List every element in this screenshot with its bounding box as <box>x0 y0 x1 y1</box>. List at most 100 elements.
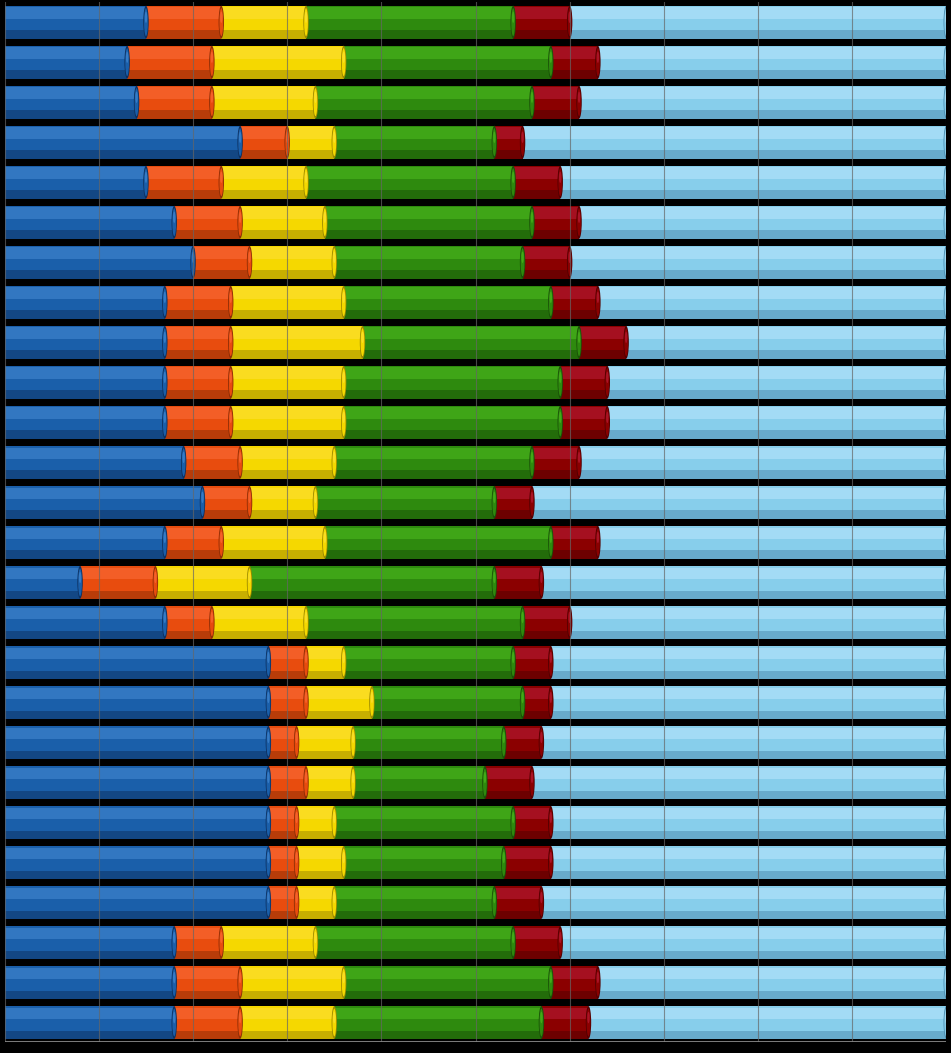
FancyBboxPatch shape <box>240 1031 335 1039</box>
Ellipse shape <box>164 412 166 423</box>
Ellipse shape <box>605 405 610 439</box>
Ellipse shape <box>305 12 307 23</box>
FancyBboxPatch shape <box>551 848 946 859</box>
Ellipse shape <box>530 489 534 516</box>
FancyBboxPatch shape <box>598 71 946 79</box>
Ellipse shape <box>945 692 947 703</box>
Ellipse shape <box>588 1012 590 1024</box>
FancyBboxPatch shape <box>579 445 946 479</box>
FancyBboxPatch shape <box>570 605 946 639</box>
FancyBboxPatch shape <box>146 5 222 39</box>
Ellipse shape <box>945 292 947 303</box>
Ellipse shape <box>944 1009 948 1036</box>
FancyBboxPatch shape <box>551 686 946 719</box>
FancyBboxPatch shape <box>5 1006 174 1039</box>
FancyBboxPatch shape <box>5 327 165 339</box>
Ellipse shape <box>134 85 139 119</box>
Ellipse shape <box>557 405 563 439</box>
FancyBboxPatch shape <box>560 391 608 399</box>
FancyBboxPatch shape <box>231 431 343 439</box>
Ellipse shape <box>304 8 308 36</box>
FancyBboxPatch shape <box>165 325 231 359</box>
FancyBboxPatch shape <box>335 1031 541 1039</box>
FancyBboxPatch shape <box>5 846 268 879</box>
Ellipse shape <box>239 208 242 236</box>
FancyBboxPatch shape <box>306 711 372 719</box>
FancyBboxPatch shape <box>343 966 551 999</box>
FancyBboxPatch shape <box>523 245 570 279</box>
Ellipse shape <box>548 966 553 999</box>
FancyBboxPatch shape <box>485 768 532 779</box>
Ellipse shape <box>265 886 271 919</box>
FancyBboxPatch shape <box>560 405 608 439</box>
FancyBboxPatch shape <box>222 926 316 959</box>
FancyBboxPatch shape <box>184 471 240 479</box>
Ellipse shape <box>248 252 251 263</box>
FancyBboxPatch shape <box>343 968 551 979</box>
FancyBboxPatch shape <box>504 751 541 759</box>
Ellipse shape <box>606 369 610 396</box>
FancyBboxPatch shape <box>5 726 268 759</box>
Ellipse shape <box>492 565 497 599</box>
Ellipse shape <box>341 966 346 999</box>
FancyBboxPatch shape <box>306 768 353 779</box>
Ellipse shape <box>341 289 345 316</box>
FancyBboxPatch shape <box>5 766 268 799</box>
FancyBboxPatch shape <box>579 327 626 339</box>
FancyBboxPatch shape <box>268 686 306 719</box>
Ellipse shape <box>512 168 515 196</box>
Ellipse shape <box>943 245 949 279</box>
FancyBboxPatch shape <box>541 751 946 759</box>
FancyBboxPatch shape <box>240 966 343 999</box>
Ellipse shape <box>512 929 515 956</box>
Ellipse shape <box>370 689 374 716</box>
FancyBboxPatch shape <box>570 245 946 279</box>
Ellipse shape <box>521 609 524 636</box>
Ellipse shape <box>512 652 514 663</box>
FancyBboxPatch shape <box>306 608 523 619</box>
Ellipse shape <box>77 565 83 599</box>
FancyBboxPatch shape <box>495 127 523 139</box>
Ellipse shape <box>220 8 223 36</box>
FancyBboxPatch shape <box>193 245 249 279</box>
Ellipse shape <box>267 892 269 903</box>
FancyBboxPatch shape <box>165 285 231 319</box>
FancyBboxPatch shape <box>268 806 297 839</box>
Ellipse shape <box>238 966 243 999</box>
Ellipse shape <box>314 489 318 516</box>
Ellipse shape <box>945 332 947 343</box>
Ellipse shape <box>943 285 949 319</box>
FancyBboxPatch shape <box>579 85 946 119</box>
Ellipse shape <box>944 289 948 316</box>
FancyBboxPatch shape <box>532 205 579 239</box>
FancyBboxPatch shape <box>5 71 127 79</box>
FancyBboxPatch shape <box>551 285 598 319</box>
FancyBboxPatch shape <box>523 631 570 639</box>
Ellipse shape <box>550 972 552 984</box>
Ellipse shape <box>530 445 534 479</box>
FancyBboxPatch shape <box>551 806 946 839</box>
FancyBboxPatch shape <box>231 365 343 399</box>
FancyBboxPatch shape <box>532 445 579 479</box>
Ellipse shape <box>304 689 308 716</box>
FancyBboxPatch shape <box>165 365 231 399</box>
FancyBboxPatch shape <box>343 871 504 879</box>
Ellipse shape <box>531 212 534 223</box>
Ellipse shape <box>943 325 949 359</box>
FancyBboxPatch shape <box>626 351 946 359</box>
FancyBboxPatch shape <box>5 431 165 439</box>
FancyBboxPatch shape <box>222 7 306 19</box>
Ellipse shape <box>153 565 158 599</box>
FancyBboxPatch shape <box>598 287 946 299</box>
FancyBboxPatch shape <box>560 365 608 399</box>
FancyBboxPatch shape <box>343 431 560 439</box>
Ellipse shape <box>219 525 224 559</box>
Ellipse shape <box>332 245 337 279</box>
Ellipse shape <box>494 132 495 143</box>
FancyBboxPatch shape <box>306 5 514 39</box>
FancyBboxPatch shape <box>514 926 560 959</box>
FancyBboxPatch shape <box>5 87 137 99</box>
Ellipse shape <box>944 569 948 596</box>
FancyBboxPatch shape <box>532 111 579 119</box>
FancyBboxPatch shape <box>155 591 249 599</box>
